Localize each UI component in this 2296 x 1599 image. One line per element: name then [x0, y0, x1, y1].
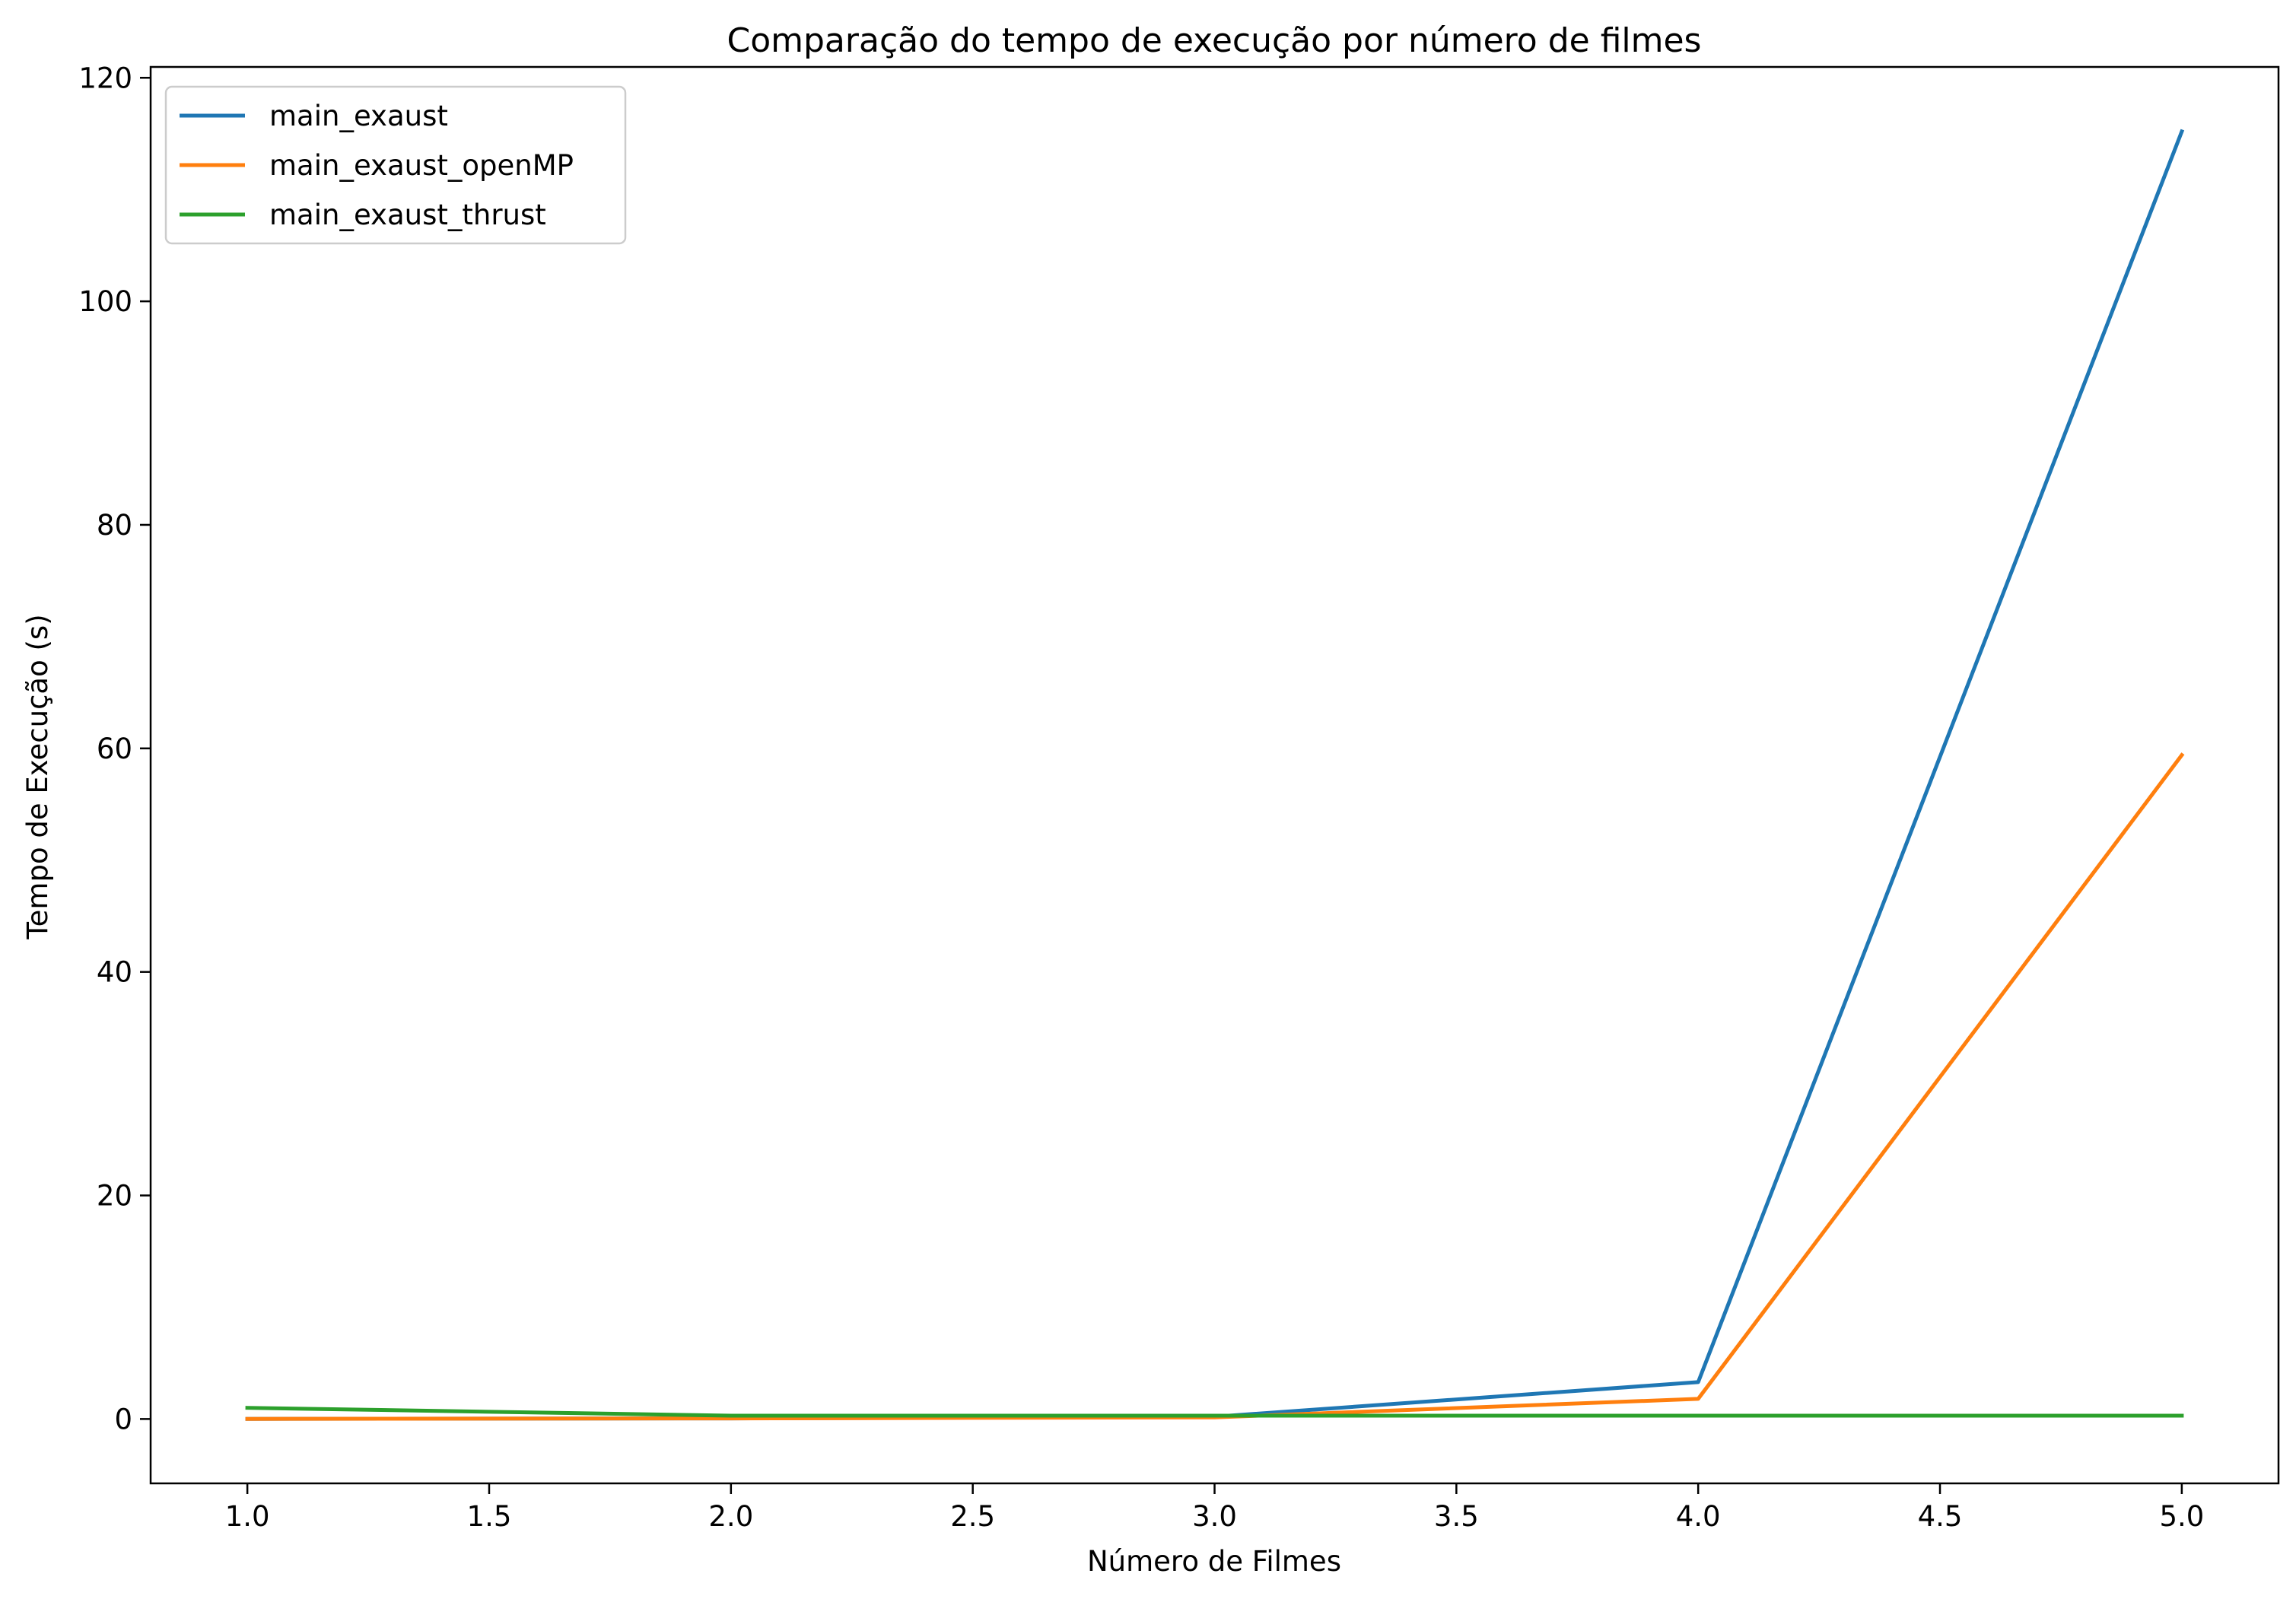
x-tick-label: 2.0 [708, 1500, 753, 1533]
y-axis-ticks: 0 20 40 60 80 100 120 [78, 62, 151, 1435]
y-tick-label: 80 [97, 509, 132, 542]
legend: main_exaust main_exaust_openMP main_exaust… [164, 85, 627, 245]
y-tick-label: 60 [97, 733, 132, 765]
x-axis-ticks: 1.0 1.5 2.0 2.5 3.0 3.5 4.0 4.5 5.0 [225, 1483, 2204, 1533]
y-tick-label: 120 [78, 62, 132, 94]
series-line-main-exaust-thrust [245, 1406, 2184, 1418]
x-tick-label: 1.5 [467, 1500, 512, 1533]
y-tick-label: 100 [78, 285, 132, 318]
x-tick-label: 3.5 [1434, 1500, 1479, 1533]
x-axis-label: Número de Filmes [1087, 1545, 1341, 1578]
y-tick-label: 0 [114, 1403, 132, 1435]
x-tick-label: 5.0 [2159, 1500, 2204, 1533]
y-axis-label: Tempo de Execução (s) [21, 614, 54, 939]
y-tick-label: 20 [97, 1180, 132, 1213]
legend-label: main_exaust_thrust [269, 199, 546, 231]
legend-label: main_exaust_openMP [269, 149, 574, 182]
series-line-main-exaust-openMP [245, 752, 2185, 1421]
x-tick-label: 3.0 [1192, 1500, 1237, 1533]
series-line-main-exaust [245, 129, 2185, 1421]
legend-box [164, 85, 627, 245]
legend-label: main_exaust [269, 100, 448, 132]
y-tick-label: 40 [97, 956, 132, 989]
x-tick-label: 1.0 [225, 1500, 270, 1533]
plot-frame [149, 65, 2280, 1485]
chart-title: Comparação do tempo de execução por núme… [727, 21, 1702, 60]
series-lines [245, 129, 2185, 1421]
x-tick-label: 4.0 [1676, 1500, 1721, 1533]
x-tick-label: 4.5 [1918, 1500, 1963, 1533]
x-tick-label: 2.5 [950, 1500, 995, 1533]
